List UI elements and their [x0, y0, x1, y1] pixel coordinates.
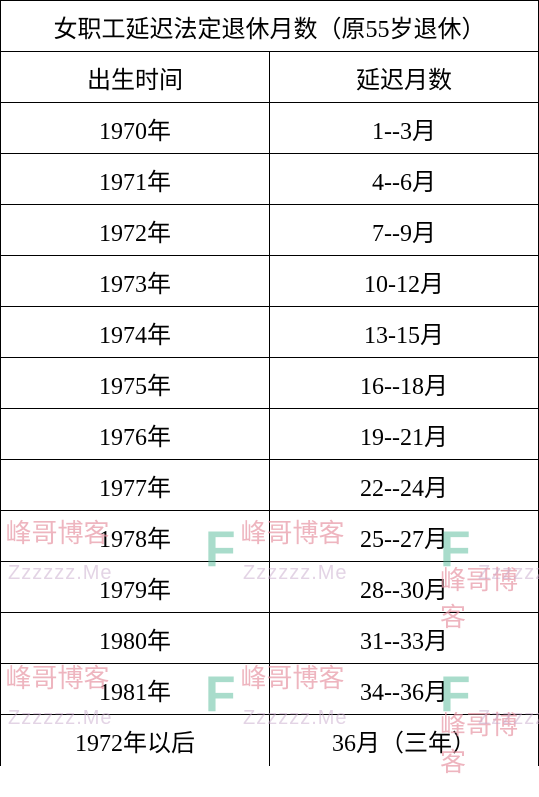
header-col2: 延迟月数 [270, 52, 539, 103]
table-row: 1975年 16--18月 [1, 358, 539, 409]
cell-months: 1--3月 [270, 103, 539, 154]
table-row: 1980年 31--33月 [1, 613, 539, 664]
retirement-table: 女职工延迟法定退休月数（原55岁退休） 出生时间 延迟月数 1970年 1--3… [0, 0, 539, 766]
cell-year: 1973年 [1, 256, 270, 307]
cell-months: 4--6月 [270, 154, 539, 205]
table-row: 1973年 10-12月 [1, 256, 539, 307]
cell-year: 1976年 [1, 409, 270, 460]
table-row: 1970年 1--3月 [1, 103, 539, 154]
table-row: 1978年 25--27月 [1, 511, 539, 562]
table-row: 1979年 28--30月 [1, 562, 539, 613]
cell-months: 31--33月 [270, 613, 539, 664]
table-row: 1974年 13-15月 [1, 307, 539, 358]
table-container: 女职工延迟法定退休月数（原55岁退休） 出生时间 延迟月数 1970年 1--3… [0, 0, 539, 767]
cell-year: 1981年 [1, 664, 270, 715]
table-title: 女职工延迟法定退休月数（原55岁退休） [1, 1, 539, 52]
cell-year: 1970年 [1, 103, 270, 154]
cell-year: 1980年 [1, 613, 270, 664]
title-row: 女职工延迟法定退休月数（原55岁退休） [1, 1, 539, 52]
header-col1: 出生时间 [1, 52, 270, 103]
table-row: 1972年以后 36月（三年） [1, 715, 539, 766]
cell-months: 25--27月 [270, 511, 539, 562]
cell-months: 7--9月 [270, 205, 539, 256]
table-row: 1976年 19--21月 [1, 409, 539, 460]
table-row: 1971年 4--6月 [1, 154, 539, 205]
cell-year: 1975年 [1, 358, 270, 409]
cell-year: 1971年 [1, 154, 270, 205]
cell-year: 1979年 [1, 562, 270, 613]
cell-year: 1977年 [1, 460, 270, 511]
table-row: 1977年 22--24月 [1, 460, 539, 511]
header-row: 出生时间 延迟月数 [1, 52, 539, 103]
cell-months: 22--24月 [270, 460, 539, 511]
table-row: 1972年 7--9月 [1, 205, 539, 256]
table-row: 1981年 34--36月 [1, 664, 539, 715]
cell-year: 1974年 [1, 307, 270, 358]
cell-months: 10-12月 [270, 256, 539, 307]
cell-months: 19--21月 [270, 409, 539, 460]
cell-months: 16--18月 [270, 358, 539, 409]
cell-year: 1978年 [1, 511, 270, 562]
cell-months: 13-15月 [270, 307, 539, 358]
cell-months: 36月（三年） [270, 715, 539, 766]
cell-year: 1972年以后 [1, 715, 270, 766]
cell-months: 34--36月 [270, 664, 539, 715]
cell-months: 28--30月 [270, 562, 539, 613]
cell-year: 1972年 [1, 205, 270, 256]
